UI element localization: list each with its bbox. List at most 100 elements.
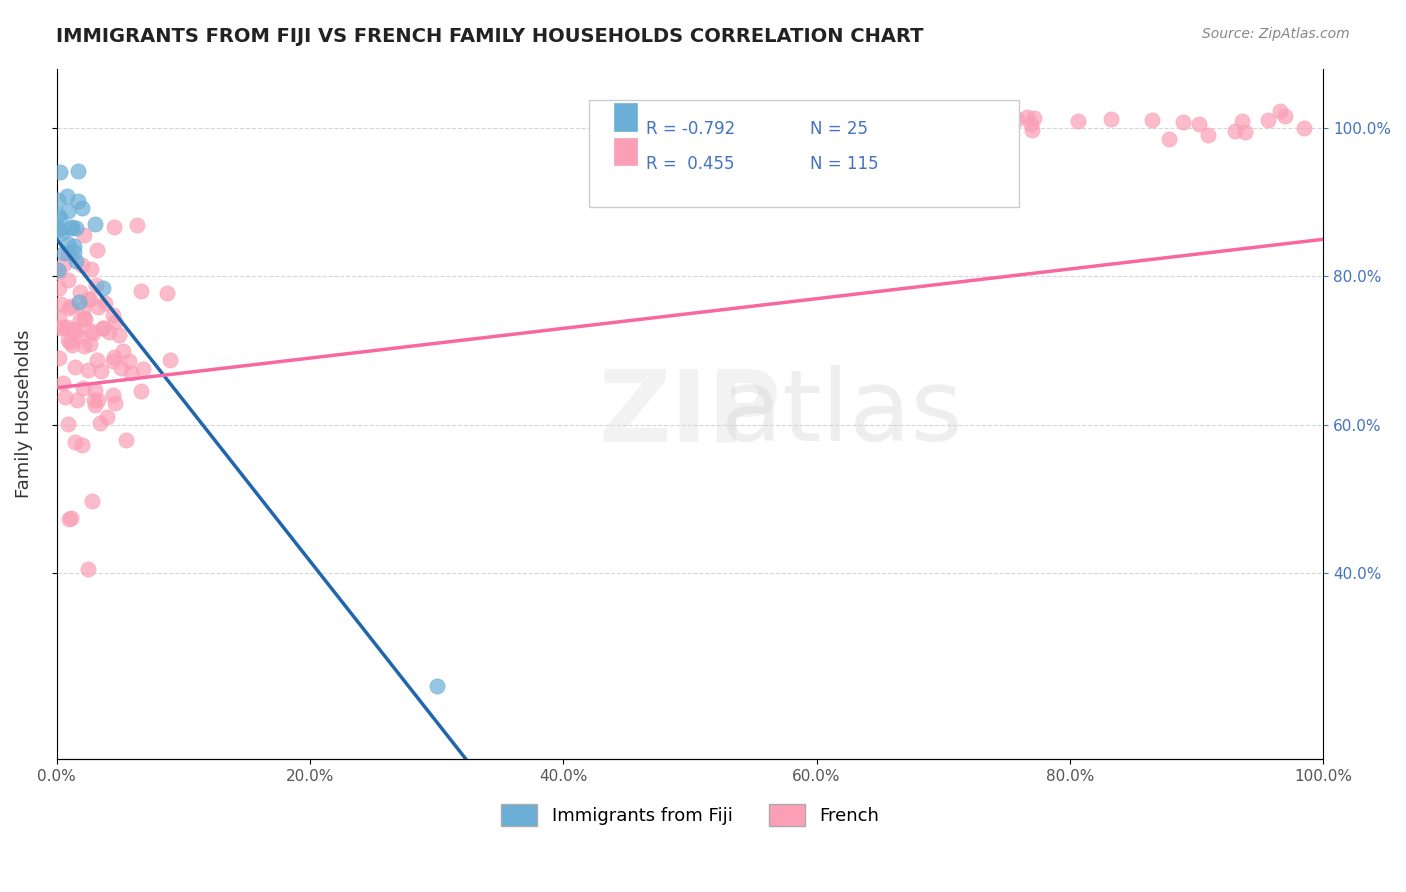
Point <box>62 322 84 336</box>
Point <box>67 194 90 208</box>
Point <box>59 300 82 314</box>
Point <box>52 246 75 260</box>
Point <box>76 562 98 576</box>
Point <box>1197 128 1219 142</box>
Point <box>83 217 105 231</box>
Point <box>51 297 73 311</box>
Point <box>65 254 87 268</box>
Point <box>1230 114 1253 128</box>
Point <box>830 128 852 143</box>
Point <box>103 219 125 234</box>
Point <box>73 310 96 325</box>
Point <box>46 194 69 208</box>
Point <box>56 319 79 334</box>
Text: R = -0.792: R = -0.792 <box>645 120 735 138</box>
Point <box>56 189 79 203</box>
Point <box>58 301 80 315</box>
Point <box>101 354 124 368</box>
Point <box>860 112 883 127</box>
Point <box>868 135 890 149</box>
Point <box>889 126 911 140</box>
Point <box>60 337 83 351</box>
Point <box>1099 112 1122 127</box>
Point <box>86 244 108 258</box>
Bar <box>614 103 637 130</box>
Point <box>1019 117 1042 131</box>
Point <box>1188 117 1211 131</box>
Point <box>1005 112 1028 126</box>
Point <box>49 211 72 225</box>
Point <box>94 296 117 310</box>
Point <box>1157 132 1180 146</box>
Point <box>65 221 87 235</box>
Point <box>1233 125 1256 139</box>
Point <box>82 494 104 508</box>
Point <box>49 320 72 334</box>
Point <box>63 359 86 374</box>
Point <box>76 292 98 306</box>
Point <box>155 286 177 301</box>
Point <box>107 327 129 342</box>
Point <box>91 281 114 295</box>
Point <box>865 112 887 127</box>
Point <box>79 292 101 306</box>
Point <box>129 284 152 298</box>
Point <box>1066 113 1088 128</box>
Point <box>60 221 83 235</box>
Point <box>75 312 97 326</box>
Point <box>90 364 112 378</box>
Point <box>69 285 91 300</box>
Point <box>1017 110 1039 124</box>
Point <box>48 265 70 279</box>
Point <box>101 308 124 322</box>
Point <box>56 333 79 347</box>
Point <box>1021 123 1043 137</box>
Point <box>70 438 93 452</box>
Point <box>60 219 83 234</box>
Point <box>80 324 103 338</box>
Point <box>974 111 997 125</box>
Point <box>111 344 134 359</box>
Point <box>58 511 80 525</box>
Point <box>103 388 125 402</box>
Point <box>98 326 121 340</box>
Point <box>48 310 70 325</box>
Point <box>86 353 108 368</box>
Point <box>52 376 75 391</box>
Point <box>426 679 449 693</box>
Point <box>77 363 100 377</box>
Point <box>104 315 127 329</box>
Text: N = 115: N = 115 <box>810 155 879 173</box>
Point <box>84 277 107 292</box>
Point <box>91 320 114 334</box>
Text: N = 25: N = 25 <box>810 120 869 138</box>
Point <box>53 390 76 404</box>
Point <box>1257 112 1279 127</box>
Point <box>58 204 80 219</box>
Point <box>889 111 911 125</box>
Legend: Immigrants from Fiji, French: Immigrants from Fiji, French <box>494 797 886 833</box>
Point <box>70 201 93 215</box>
Text: atlas: atlas <box>721 365 963 462</box>
Text: IMMIGRANTS FROM FIJI VS FRENCH FAMILY HOUSEHOLDS CORRELATION CHART: IMMIGRANTS FROM FIJI VS FRENCH FAMILY HO… <box>56 27 924 45</box>
Point <box>934 120 956 135</box>
Point <box>118 354 141 368</box>
Point <box>120 367 142 381</box>
Point <box>60 511 83 525</box>
Bar <box>614 137 637 165</box>
Point <box>67 295 90 310</box>
Point <box>72 381 94 395</box>
Point <box>1268 103 1291 118</box>
Point <box>995 112 1018 127</box>
Point <box>994 120 1017 135</box>
Point <box>82 326 104 341</box>
Point <box>63 238 86 252</box>
Point <box>59 334 82 349</box>
Point <box>51 226 73 240</box>
Point <box>957 112 980 126</box>
Point <box>96 409 118 424</box>
Point <box>824 127 846 141</box>
Point <box>52 320 75 334</box>
Text: R =  0.455: R = 0.455 <box>645 155 734 173</box>
Point <box>1001 120 1024 135</box>
